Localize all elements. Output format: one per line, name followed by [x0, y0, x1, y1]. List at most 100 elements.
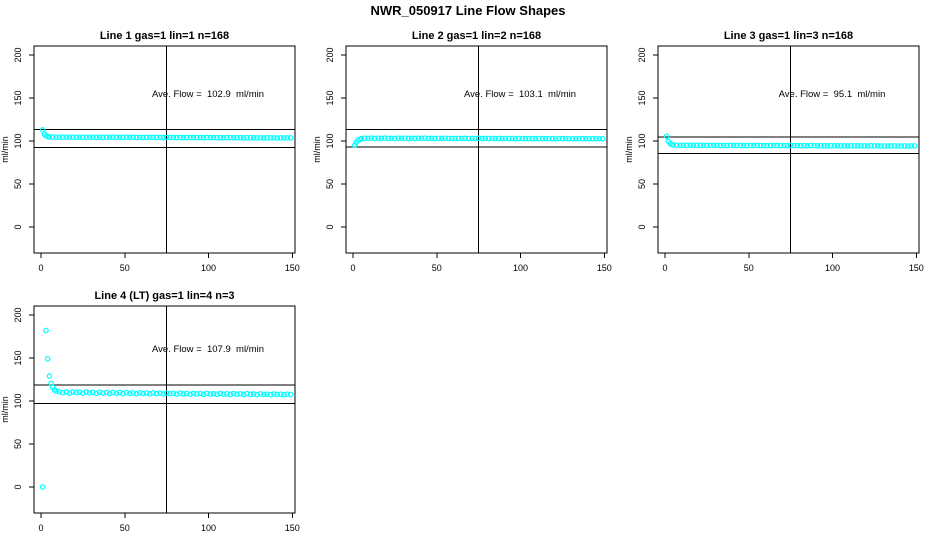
data-point [368, 135, 375, 141]
data-point [552, 135, 559, 142]
data-point [841, 143, 848, 149]
x-tick-label: 150 [285, 263, 300, 273]
data-point [714, 142, 720, 149]
x-tick-label: 150 [285, 523, 300, 533]
data-point [881, 143, 888, 149]
data-point [287, 391, 294, 398]
data-point [126, 390, 133, 397]
data-point [110, 134, 116, 140]
data-point [761, 142, 767, 149]
data-point [888, 143, 894, 149]
data-point [532, 135, 539, 142]
data-point [90, 389, 96, 396]
data-point [522, 135, 529, 142]
data-point [388, 135, 395, 142]
data-point [908, 143, 915, 149]
data-point [408, 135, 415, 142]
data-point [183, 134, 190, 141]
data-point [260, 135, 267, 141]
data-point [727, 142, 734, 149]
data-point [509, 135, 515, 142]
data-point [227, 391, 234, 398]
data-point [485, 135, 492, 142]
data-point [438, 135, 445, 142]
data-point [160, 391, 167, 397]
data-point [791, 142, 797, 149]
data-point [59, 134, 66, 141]
data-point [536, 135, 542, 142]
data-point [170, 390, 177, 397]
data-point [754, 142, 760, 149]
data-point [683, 142, 690, 149]
data-point [898, 143, 904, 149]
data-point [167, 390, 173, 397]
data-point [781, 142, 787, 149]
data-point [844, 143, 851, 149]
data-point [677, 142, 683, 149]
data-point [120, 134, 126, 141]
data-point [193, 391, 200, 397]
data-point [140, 390, 146, 397]
data-point [70, 389, 76, 395]
data-point [143, 390, 150, 396]
data-point [281, 135, 287, 141]
data-point [113, 390, 120, 396]
y-tick-label: 150 [325, 90, 335, 105]
data-point [147, 134, 153, 141]
y-axis-label: ml/min [312, 136, 322, 163]
data-point [43, 327, 49, 334]
data-point [670, 142, 677, 148]
data-point [797, 142, 804, 149]
data-point [39, 484, 46, 490]
data-point [277, 135, 284, 141]
data-point [90, 134, 96, 140]
data-point [220, 391, 227, 397]
data-point [730, 142, 737, 149]
avg-flow-annotation: Ave. Flow = 103.1 ml/min [464, 89, 576, 100]
data-point [479, 135, 485, 142]
data-point [385, 135, 391, 142]
x-tick-label: 100 [201, 523, 216, 533]
data-point [375, 135, 381, 141]
data-point [455, 135, 462, 142]
x-tick-label: 0 [662, 263, 667, 273]
data-point [113, 134, 120, 141]
data-point [180, 391, 187, 397]
data-point [170, 134, 177, 141]
data-point [80, 134, 86, 141]
y-tick-label: 50 [13, 439, 23, 449]
data-point [150, 390, 157, 396]
data-point [274, 391, 280, 398]
data-point [137, 389, 143, 396]
data-point [562, 135, 569, 142]
data-point [566, 135, 572, 142]
panel-line-3: Line 3 gas=1 lin=3 n=168 0 50 100 150 0 50 100 1… [624, 30, 924, 273]
data-point [73, 134, 79, 141]
data-point [83, 134, 90, 140]
data-point [224, 390, 230, 397]
data-point [459, 135, 465, 142]
x-tick-label: 100 [825, 263, 840, 273]
data-point [777, 142, 784, 149]
data-point [274, 135, 280, 141]
data-point [848, 142, 854, 149]
data-point [56, 134, 63, 140]
data-point [257, 135, 264, 141]
data-point [116, 134, 123, 141]
data-point [190, 390, 197, 397]
data-point [287, 135, 294, 141]
data-point [905, 143, 911, 149]
data-point [66, 134, 73, 140]
data-point [589, 135, 596, 142]
data-point [874, 143, 881, 149]
data-point [143, 134, 150, 141]
data-point [200, 391, 207, 398]
data-point [794, 142, 801, 149]
data-point [230, 134, 237, 141]
data-point [93, 390, 100, 397]
panel-title: Line 1 gas=1 lin=1 n=168 [100, 30, 229, 42]
data-point [234, 391, 240, 398]
data-point [177, 134, 183, 141]
data-point [895, 143, 901, 149]
x-tick-label: 50 [744, 263, 754, 273]
